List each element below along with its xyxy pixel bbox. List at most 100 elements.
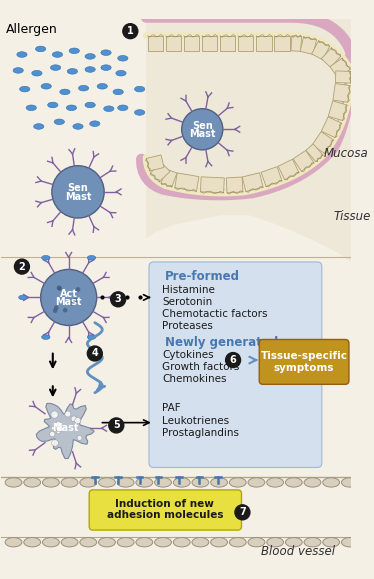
Ellipse shape (285, 478, 302, 487)
Text: Allergen: Allergen (6, 23, 58, 36)
Polygon shape (242, 173, 263, 192)
Circle shape (75, 417, 81, 424)
Circle shape (73, 298, 77, 303)
Polygon shape (278, 159, 299, 179)
Circle shape (57, 285, 61, 290)
Ellipse shape (34, 124, 44, 129)
Circle shape (235, 505, 250, 520)
Polygon shape (200, 177, 224, 193)
Text: Leukotrienes: Leukotrienes (162, 416, 229, 426)
Polygon shape (293, 151, 314, 171)
Ellipse shape (88, 255, 96, 260)
Ellipse shape (341, 537, 358, 547)
Circle shape (57, 286, 62, 291)
Ellipse shape (42, 255, 50, 260)
Circle shape (71, 416, 77, 422)
Ellipse shape (5, 478, 22, 487)
Ellipse shape (248, 478, 265, 487)
Circle shape (123, 24, 138, 39)
Text: Act: Act (60, 289, 77, 299)
Text: 4: 4 (91, 349, 98, 358)
Ellipse shape (42, 335, 50, 339)
Ellipse shape (192, 478, 209, 487)
Polygon shape (274, 36, 289, 51)
Polygon shape (333, 83, 350, 102)
Ellipse shape (211, 478, 227, 487)
Ellipse shape (36, 46, 46, 52)
Ellipse shape (173, 537, 190, 547)
Ellipse shape (50, 65, 61, 71)
Ellipse shape (88, 335, 96, 339)
Ellipse shape (99, 537, 115, 547)
Ellipse shape (99, 478, 115, 487)
Polygon shape (146, 19, 351, 262)
Circle shape (41, 269, 97, 325)
Circle shape (52, 166, 104, 218)
Ellipse shape (117, 537, 134, 547)
Ellipse shape (24, 478, 41, 487)
Ellipse shape (135, 109, 145, 115)
Circle shape (56, 426, 61, 432)
Ellipse shape (80, 537, 97, 547)
Ellipse shape (13, 68, 23, 73)
Ellipse shape (304, 478, 321, 487)
Ellipse shape (85, 67, 95, 72)
FancyBboxPatch shape (149, 262, 322, 467)
Text: Newly generated: Newly generated (165, 336, 278, 349)
Text: 2: 2 (19, 262, 25, 272)
Ellipse shape (136, 478, 153, 487)
Polygon shape (335, 71, 351, 83)
Polygon shape (321, 47, 341, 67)
Ellipse shape (113, 89, 123, 95)
Ellipse shape (229, 478, 246, 487)
Ellipse shape (54, 119, 64, 124)
Text: 5: 5 (113, 420, 120, 430)
Polygon shape (312, 131, 334, 153)
Ellipse shape (43, 478, 59, 487)
Circle shape (56, 426, 62, 432)
Ellipse shape (66, 105, 77, 111)
Circle shape (51, 411, 58, 418)
Ellipse shape (73, 124, 83, 129)
Ellipse shape (61, 537, 78, 547)
Polygon shape (306, 144, 323, 162)
Polygon shape (148, 36, 163, 51)
Text: Tissue: Tissue (333, 210, 370, 223)
Text: Pre-formed: Pre-formed (165, 270, 240, 283)
Ellipse shape (118, 56, 128, 61)
Ellipse shape (173, 478, 190, 487)
Text: Prostaglandins: Prostaglandins (162, 428, 239, 438)
Circle shape (51, 426, 55, 430)
Ellipse shape (118, 105, 128, 111)
Ellipse shape (154, 537, 171, 547)
Text: Histamine: Histamine (162, 285, 215, 295)
Polygon shape (220, 36, 235, 51)
Ellipse shape (85, 102, 95, 108)
Ellipse shape (116, 71, 126, 76)
Circle shape (69, 301, 74, 306)
Text: Cytokines: Cytokines (162, 350, 214, 360)
Ellipse shape (5, 537, 22, 547)
Polygon shape (175, 173, 199, 191)
Ellipse shape (97, 83, 107, 89)
Ellipse shape (117, 478, 134, 487)
Polygon shape (184, 36, 199, 51)
Ellipse shape (43, 537, 59, 547)
Ellipse shape (267, 478, 283, 487)
Ellipse shape (90, 121, 100, 126)
Ellipse shape (192, 537, 209, 547)
Text: Chemokines: Chemokines (162, 375, 227, 384)
Polygon shape (150, 163, 170, 182)
Text: Blood vessel: Blood vessel (261, 545, 335, 558)
Text: 7: 7 (239, 507, 246, 517)
Ellipse shape (229, 537, 246, 547)
Ellipse shape (341, 478, 358, 487)
Ellipse shape (69, 48, 79, 54)
Ellipse shape (41, 83, 51, 89)
Text: Serotonin: Serotonin (162, 297, 212, 307)
Polygon shape (238, 36, 254, 51)
Ellipse shape (323, 537, 340, 547)
Circle shape (56, 430, 61, 434)
Ellipse shape (32, 71, 42, 76)
Ellipse shape (17, 52, 27, 57)
